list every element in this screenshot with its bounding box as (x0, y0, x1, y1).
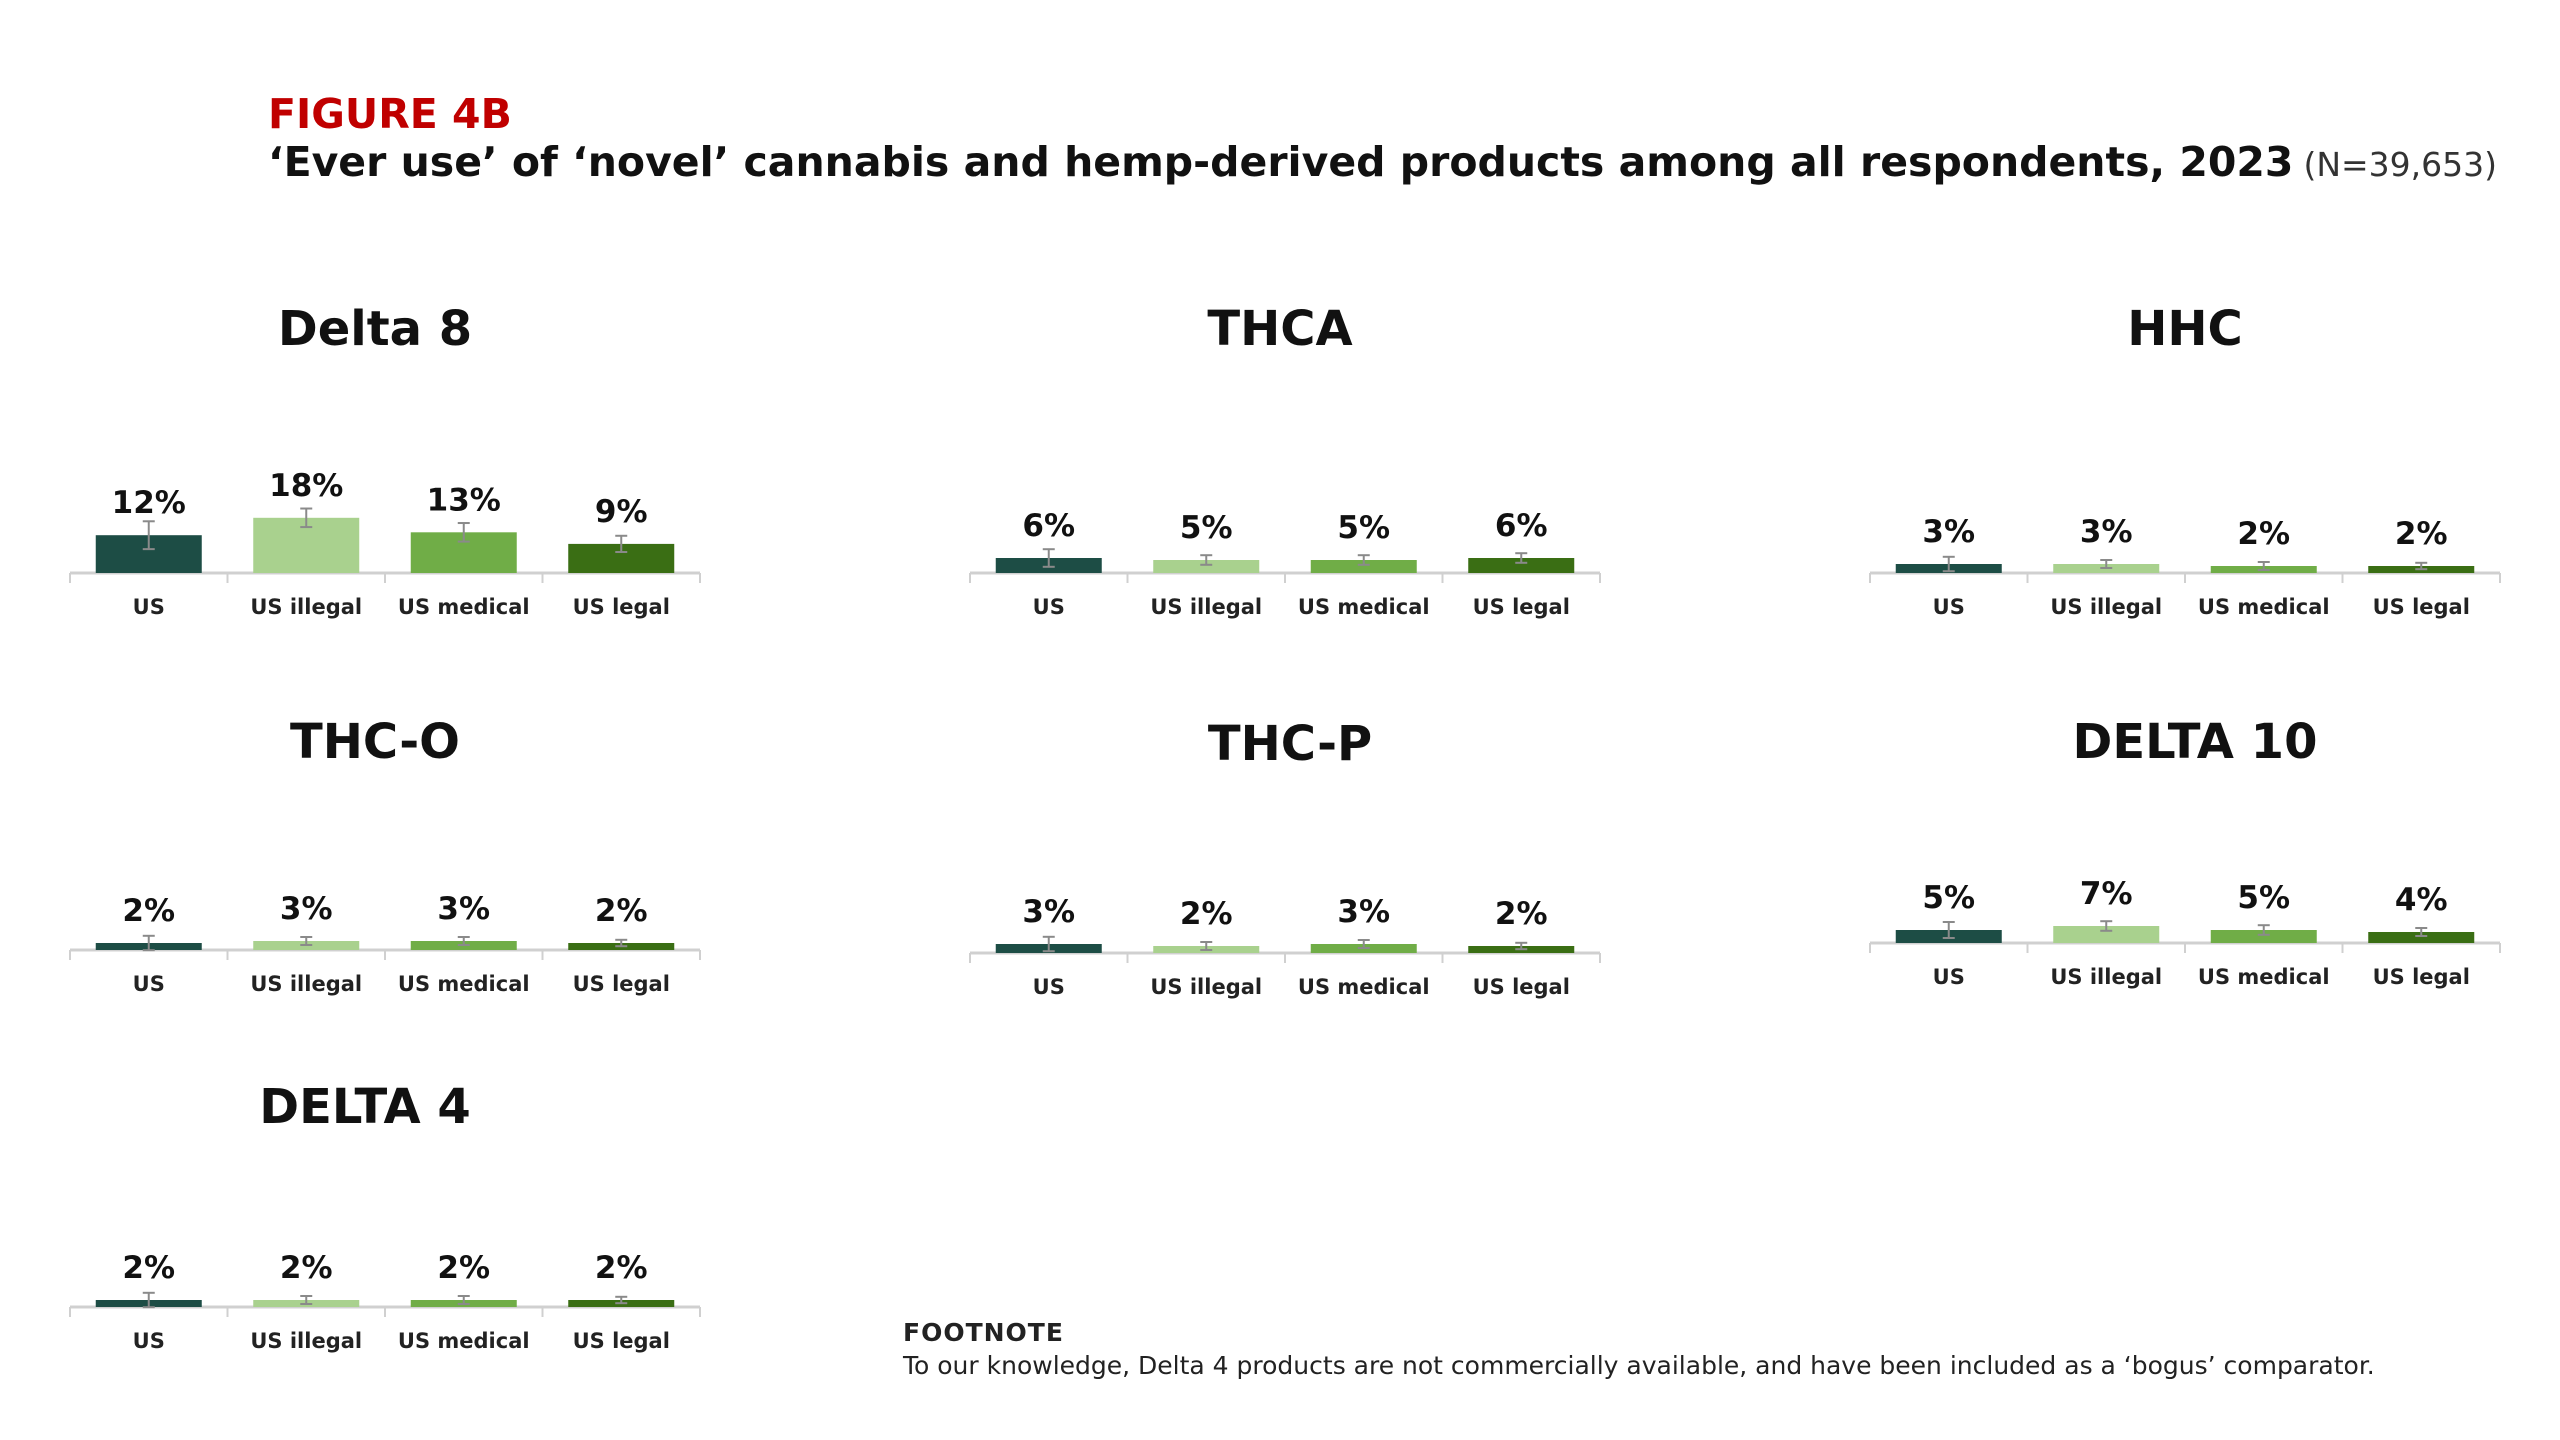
bar (1153, 560, 1260, 573)
data-label: 6% (1022, 508, 1075, 544)
category-label: US (1033, 595, 1065, 619)
data-label: 2% (1180, 896, 1233, 932)
category-label: US medical (1298, 975, 1430, 999)
data-label: 2% (437, 1250, 490, 1286)
chart-panel: THC-O 2% US 3% US illegal 3% US medical 2% US le… (69, 714, 701, 996)
category-label: US medical (398, 1329, 530, 1353)
chart-panel: THC-P 3% US 2% US illegal 3% US medical 2% US le… (969, 716, 1601, 999)
category-label: US legal (2373, 965, 2470, 989)
chart-panel: HHC 3% US 3% US illegal 2% US medical 2% US lega… (1869, 301, 2501, 619)
category-label: US (133, 595, 165, 619)
data-label: 2% (122, 1250, 175, 1286)
chart-title: HHC (2127, 301, 2243, 357)
category-label: US legal (573, 595, 670, 619)
category-label: US (133, 972, 165, 996)
data-label: 3% (1337, 894, 1390, 930)
category-label: US legal (2373, 595, 2470, 619)
category-label: US illegal (1150, 975, 1262, 999)
data-label: 13% (427, 482, 501, 518)
category-label: US legal (1473, 975, 1570, 999)
chart-panel: DELTA 10 5% US 7% US illegal 5% US medical 4% US… (1869, 714, 2501, 989)
category-label: US medical (2198, 595, 2330, 619)
chart-title: DELTA 4 (259, 1079, 471, 1135)
figure-label: FIGURE 4B (268, 90, 512, 138)
data-label: 5% (1337, 510, 1390, 546)
category-label: US illegal (2050, 965, 2162, 989)
data-label: 6% (1495, 508, 1548, 544)
title-text: ‘Ever use’ of ‘novel’ cannabis and hemp-… (268, 138, 2294, 186)
data-label: 2% (122, 893, 175, 929)
data-label: 2% (1495, 896, 1548, 932)
category-label: US illegal (250, 1329, 362, 1353)
data-label: 18% (269, 468, 343, 504)
category-label: US illegal (250, 972, 362, 996)
category-label: US illegal (1150, 595, 1262, 619)
chart-title: THC-O (290, 714, 460, 770)
category-label: US medical (398, 972, 530, 996)
chart-title: Delta 8 (278, 301, 472, 357)
bar (1468, 558, 1575, 573)
chart-panel: THCA 6% US 5% US illegal 5% US medical 6% US leg… (969, 301, 1601, 619)
bar (1310, 560, 1417, 573)
category-label: US (1933, 595, 1965, 619)
data-label: 2% (280, 1250, 333, 1286)
chart-panel: Delta 8 12% US 18% US illegal 13% US medical 9%… (69, 301, 701, 619)
footnote: FOOTNOTE To our knowledge, Delta 4 produ… (903, 1318, 2375, 1380)
data-label: 3% (437, 891, 490, 927)
data-label: 9% (595, 494, 648, 530)
data-label: 3% (1922, 514, 1975, 550)
data-label: 2% (2237, 516, 2290, 552)
sample-size: (N=39,653) (2303, 145, 2498, 184)
category-label: US (133, 1329, 165, 1353)
chart-panel: DELTA 4 2% US 2% US illegal 2% US medical 2% US … (69, 1079, 701, 1353)
category-label: US (1933, 965, 1965, 989)
data-label: 7% (2080, 876, 2133, 912)
data-label: 3% (2080, 514, 2133, 550)
category-label: US illegal (2050, 595, 2162, 619)
data-label: 5% (1180, 510, 1233, 546)
chart-title: THCA (1207, 301, 1352, 357)
footnote-text: To our knowledge, Delta 4 products are n… (903, 1351, 2375, 1380)
bar (2053, 926, 2160, 943)
category-label: US illegal (250, 595, 362, 619)
category-label: US legal (573, 972, 670, 996)
data-label: 3% (1022, 894, 1075, 930)
bar (2368, 932, 2475, 943)
data-label: 2% (595, 893, 648, 929)
chart-title: DELTA 10 (2073, 714, 2318, 770)
data-label: 5% (2237, 880, 2290, 916)
category-label: US (1033, 975, 1065, 999)
data-label: 2% (2395, 516, 2448, 552)
data-label: 2% (595, 1250, 648, 1286)
data-label: 3% (280, 891, 333, 927)
category-label: US medical (2198, 965, 2330, 989)
data-label: 4% (2395, 882, 2448, 918)
footnote-heading: FOOTNOTE (903, 1318, 1064, 1347)
category-label: US medical (398, 595, 530, 619)
bar (2210, 930, 2317, 943)
data-label: 12% (112, 485, 186, 521)
category-label: US medical (1298, 595, 1430, 619)
figure-title: ‘Ever use’ of ‘novel’ cannabis and hemp-… (268, 138, 2497, 186)
data-label: 5% (1922, 880, 1975, 916)
category-label: US legal (573, 1329, 670, 1353)
chart-title: THC-P (1208, 716, 1372, 772)
category-label: US legal (1473, 595, 1570, 619)
